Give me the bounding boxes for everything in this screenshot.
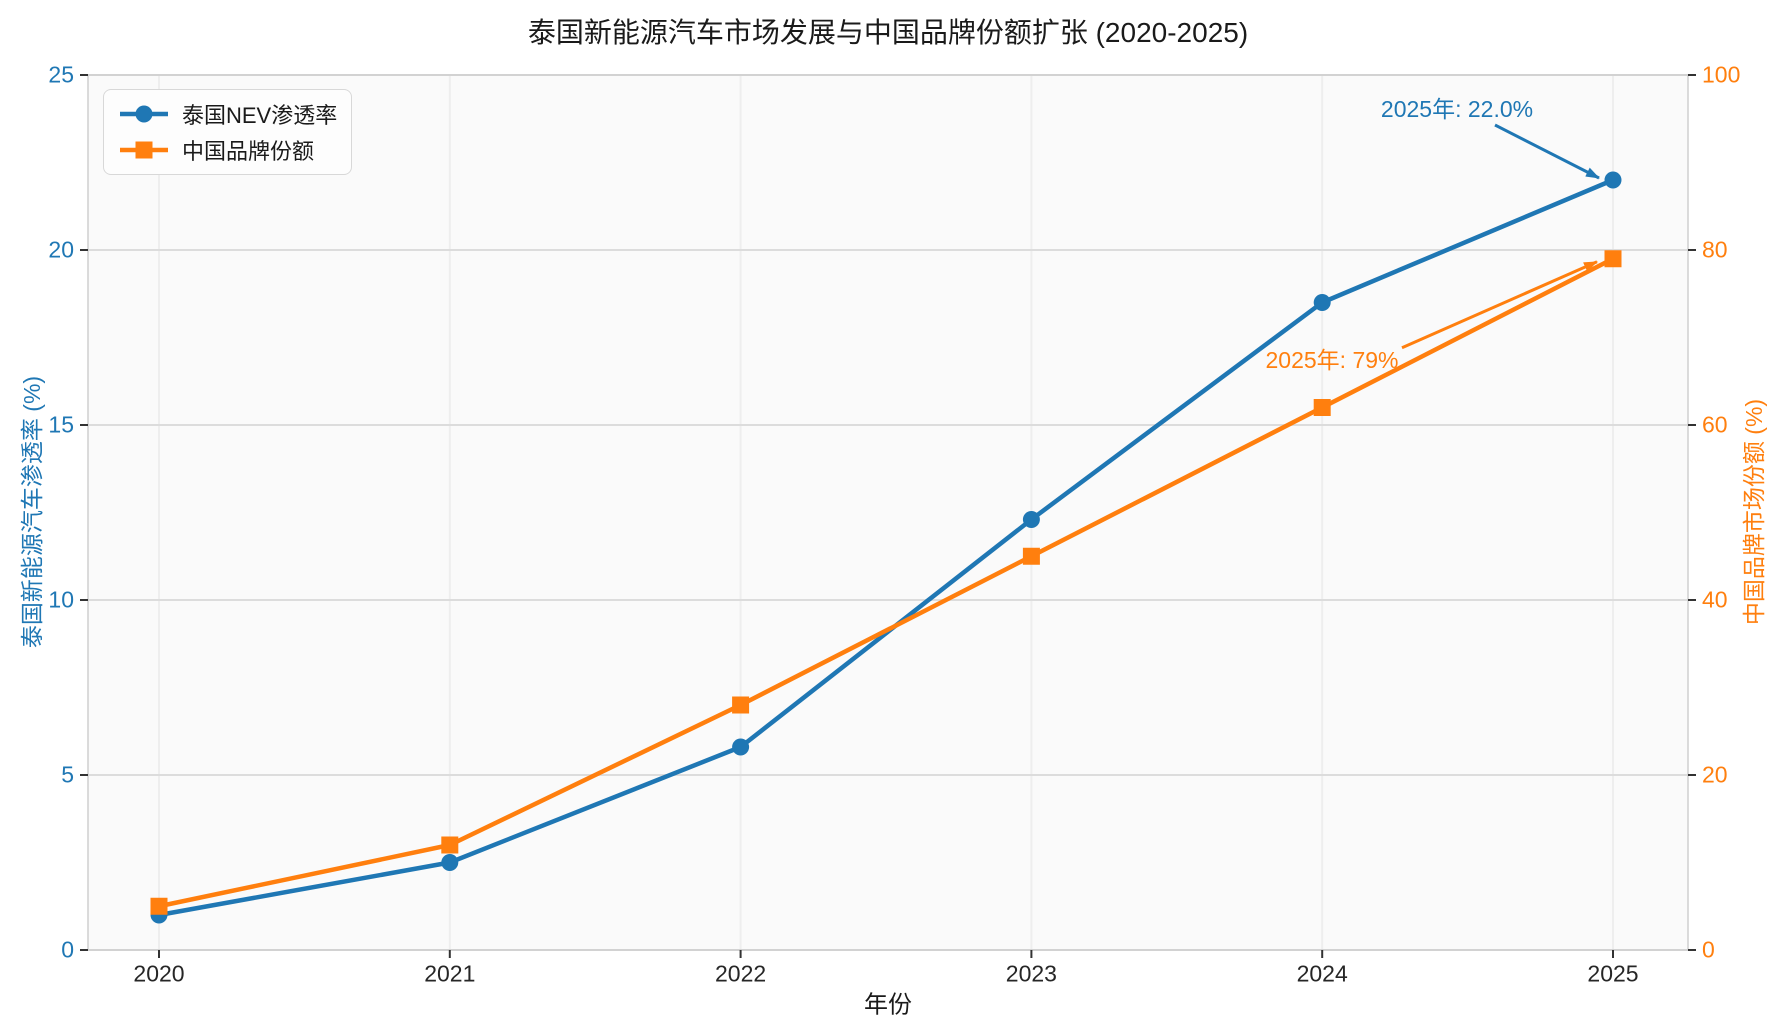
data-point-circle — [732, 738, 750, 756]
data-point-circle — [1604, 171, 1622, 189]
right-y-tick-label: 100 — [1702, 61, 1741, 88]
data-point-circle — [1313, 294, 1331, 311]
x-axis-label: 年份 — [864, 991, 912, 1019]
annotation-arrow — [1401, 260, 1598, 350]
legend-item-thai-nev: 泰国NEV渗透率 — [118, 98, 337, 130]
legend: 泰国NEV渗透率 中国品牌份额 — [103, 89, 353, 175]
right-y-tick-label: 80 — [1702, 236, 1728, 263]
left-y-tick-label: 20 — [48, 236, 74, 263]
series-line-1 — [156, 256, 1616, 909]
chart-title: 泰国新能源汽车市场发展与中国品牌份额扩张 (2020-2025) — [527, 17, 1249, 48]
left-y-tick-label: 15 — [48, 411, 74, 438]
annotation-text: 2025年: 79% — [1265, 346, 1399, 373]
right-y-tick-label: 20 — [1702, 761, 1728, 788]
left-y-tick-label: 0 — [61, 936, 74, 963]
right-y-tick-label: 0 — [1702, 936, 1715, 963]
series-line-0 — [156, 177, 1616, 918]
annotation-arrow — [1494, 123, 1600, 180]
x-tick-label: 2020 — [133, 960, 185, 987]
annotation-text: 2025年: 22.0% — [1380, 96, 1534, 122]
left-y-axis-label: 泰国新能源汽车渗透率 (%) — [19, 375, 45, 649]
x-tick-label: 2023 — [1005, 960, 1057, 987]
right-y-tick-label: 40 — [1702, 586, 1728, 613]
x-tick-label: 2022 — [715, 960, 767, 987]
data-point-square — [150, 897, 168, 915]
x-tick-label: 2025 — [1587, 960, 1639, 987]
x-tick-label: 2024 — [1296, 960, 1348, 987]
legend-item-china-share: 中国品牌份额 — [118, 134, 337, 166]
data-point-square — [1604, 250, 1622, 268]
legend-label-thai-nev: 泰国NEV渗透率 — [182, 103, 338, 128]
data-point-square — [1313, 399, 1331, 416]
left-y-tick-label: 5 — [61, 761, 74, 788]
legend-line-circle-icon — [120, 105, 168, 123]
right-y-axis-label: 中国品牌市场份额 (%) — [1741, 398, 1767, 626]
legend-label-china-share: 中国品牌份额 — [182, 139, 315, 164]
right-y-tick-label: 60 — [1702, 411, 1728, 438]
legend-line-square-icon — [120, 141, 168, 159]
data-point-square — [441, 836, 459, 854]
data-point-circle — [1022, 511, 1040, 528]
left-y-tick-label: 10 — [48, 586, 74, 613]
left-y-tick-label: 25 — [48, 61, 74, 88]
data-point-circle — [441, 854, 459, 871]
data-point-square — [1022, 547, 1040, 565]
x-tick-label: 2021 — [424, 960, 476, 987]
data-point-square — [732, 696, 750, 714]
